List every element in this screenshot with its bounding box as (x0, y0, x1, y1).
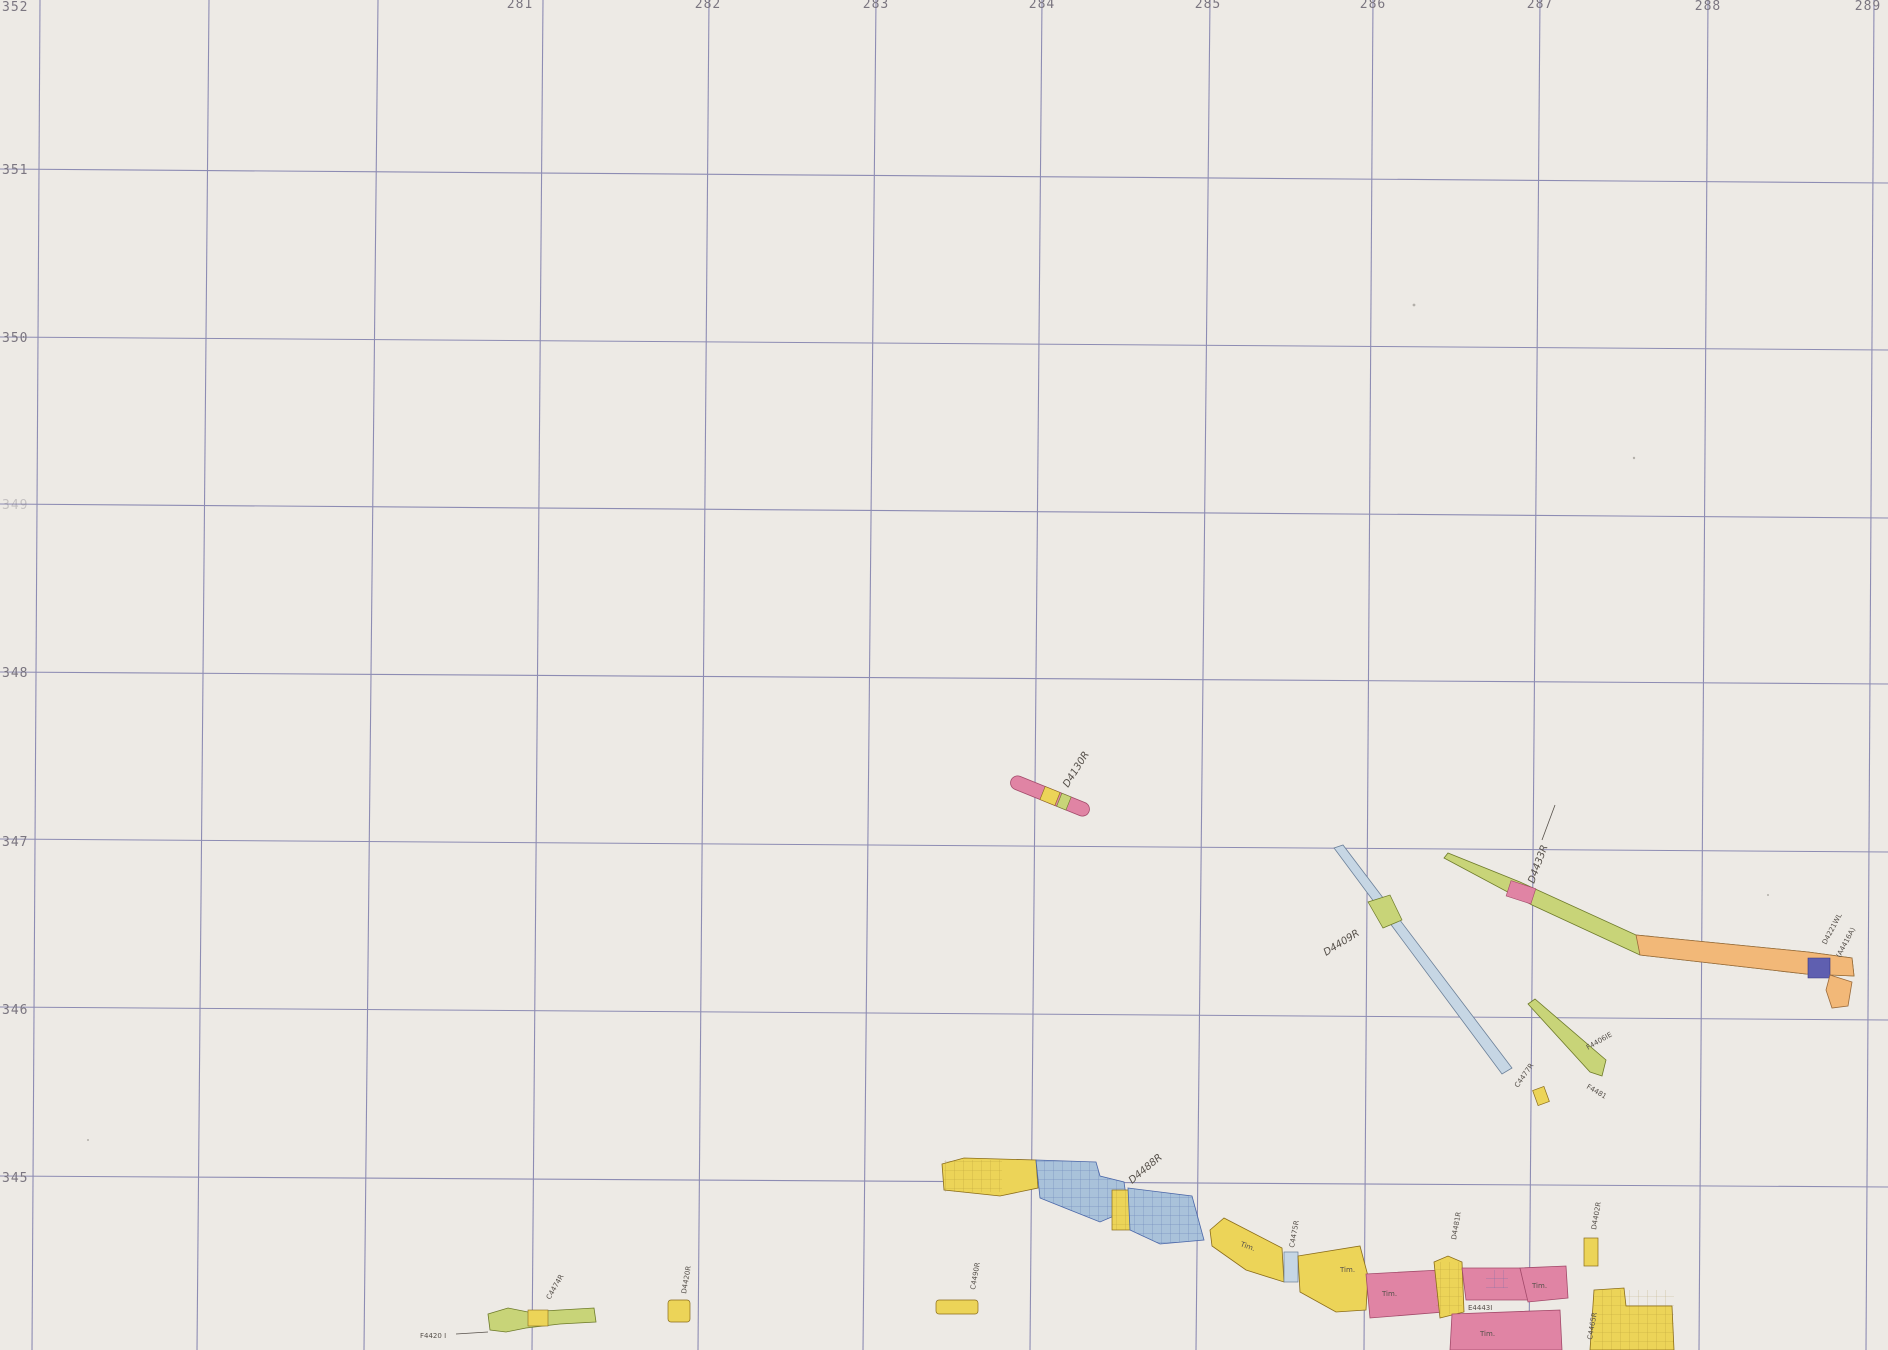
northing-axis-labels: 352 351 350 349 348 347 346 345 (2, 0, 28, 1186)
northing-label-351: 351 (2, 163, 28, 178)
label-tim-3: Tim. (1381, 1290, 1397, 1298)
easting-label-283: 283 (863, 0, 889, 12)
easting-label-281: 281 (507, 0, 533, 12)
scan-specks (87, 303, 1769, 1141)
northing-label-349: 349 (2, 498, 28, 513)
parcel-southern-band: D4488R Tim. C4475R Tim. Tim. D4481R Tim.… (941, 1152, 1675, 1350)
easting-label-289: 289 (1855, 0, 1881, 14)
parcel-d4433r: D4433R D4221WL (A4416A) (1443, 804, 1857, 1009)
label-e4443: E4443I (1468, 1304, 1492, 1312)
easting-label-288: 288 (1695, 0, 1721, 14)
parcel-c4474r: C4474R F4420 I (420, 1273, 597, 1340)
northing-label-348: 348 (2, 666, 28, 681)
easting-label-287: 287 (1527, 0, 1553, 12)
label-tim-2: Tim. (1339, 1266, 1355, 1274)
easting-label-286: 286 (1360, 0, 1386, 12)
easting-axis-labels: 281 282 283 284 285 286 287 288 289 (507, 0, 1881, 14)
northing-label-346: 346 (2, 1003, 28, 1018)
northing-label-345: 345 (2, 1171, 28, 1186)
northing-label-347: 347 (2, 835, 28, 850)
parcel-d4420r: D4420R (667, 1265, 693, 1323)
easting-label-285: 285 (1195, 0, 1221, 12)
northing-label-352: 352 (2, 0, 28, 15)
label-tim-5: Tim. (1479, 1330, 1495, 1338)
northing-label-350: 350 (2, 331, 28, 346)
label-tim-4: Tim. (1531, 1282, 1547, 1290)
easting-label-284: 284 (1029, 0, 1055, 12)
easting-label-282: 282 (695, 0, 721, 12)
label-f4420: F4420 I (420, 1332, 446, 1340)
